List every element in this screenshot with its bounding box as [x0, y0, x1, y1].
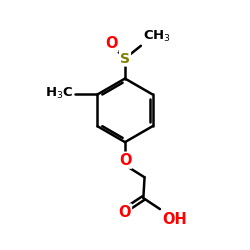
Text: CH$_3$: CH$_3$: [143, 29, 171, 44]
Text: O: O: [105, 36, 117, 51]
Text: O: O: [119, 153, 131, 168]
Text: OH: OH: [162, 212, 187, 226]
Text: O: O: [118, 204, 131, 220]
Text: H$_3$C: H$_3$C: [45, 86, 74, 101]
Text: S: S: [120, 52, 130, 66]
